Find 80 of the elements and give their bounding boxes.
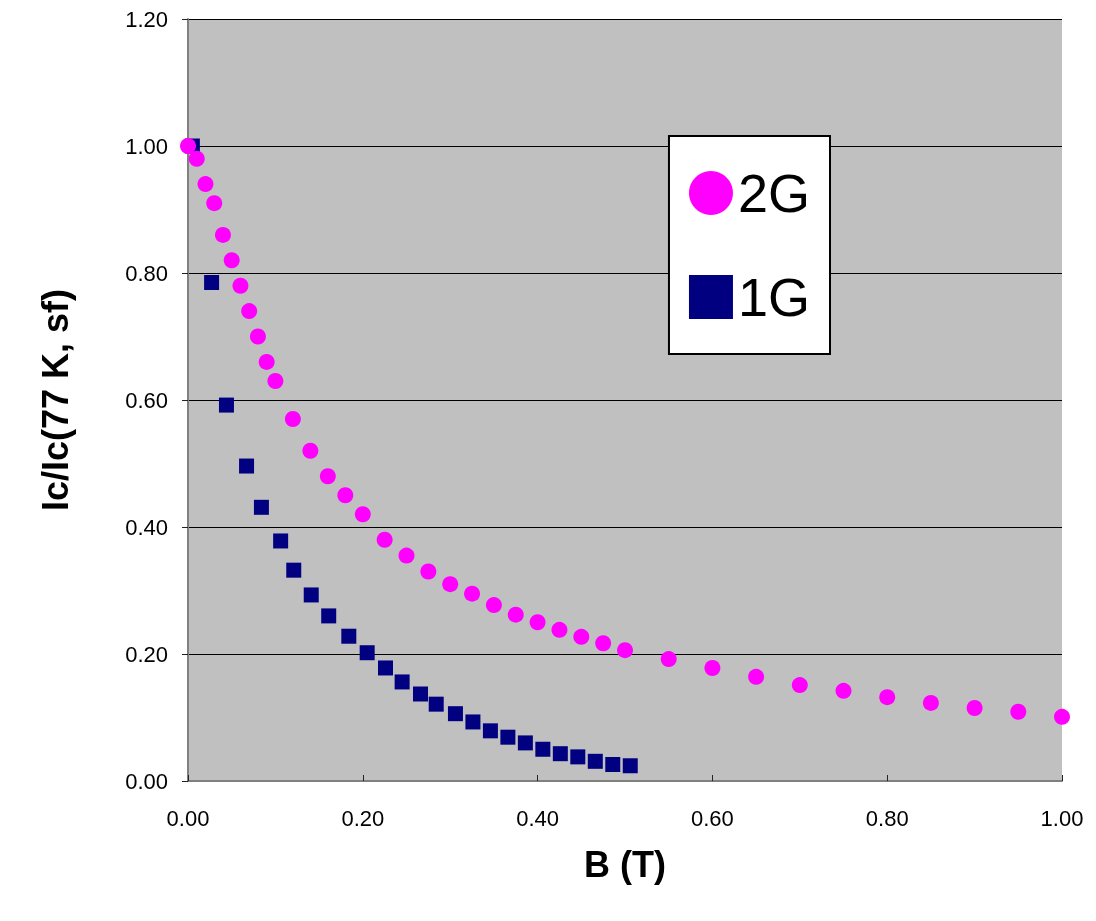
point xyxy=(535,741,551,757)
point xyxy=(354,506,371,523)
point xyxy=(660,651,677,668)
point xyxy=(204,275,220,291)
point xyxy=(188,150,205,167)
point xyxy=(412,686,428,702)
point xyxy=(507,606,524,623)
legend-label: 1G xyxy=(737,267,811,327)
point xyxy=(206,195,223,212)
point xyxy=(337,487,354,504)
point xyxy=(464,585,481,602)
y-tick-label: 1.00 xyxy=(125,133,168,159)
point xyxy=(622,758,638,774)
y-tick-label: 0.80 xyxy=(125,260,168,286)
point xyxy=(482,723,498,739)
point xyxy=(258,353,275,370)
y-tick-label: 1.20 xyxy=(125,6,168,32)
y-tick-label: 0.00 xyxy=(125,768,168,794)
x-axis-title: B (T) xyxy=(584,843,666,885)
point xyxy=(966,699,983,716)
point xyxy=(835,682,852,699)
x-tick-label: 0.00 xyxy=(166,805,210,831)
point xyxy=(223,252,240,269)
legend-label: 2G xyxy=(737,163,811,223)
point xyxy=(922,694,939,711)
point xyxy=(218,397,234,413)
point xyxy=(180,138,196,154)
point xyxy=(321,608,337,624)
point xyxy=(595,635,612,652)
point xyxy=(378,660,394,676)
point xyxy=(286,562,302,578)
point xyxy=(376,531,393,548)
point xyxy=(239,458,255,474)
y-tick-label: 0.40 xyxy=(125,514,168,540)
point xyxy=(319,468,336,485)
point xyxy=(605,756,621,772)
point xyxy=(500,729,516,745)
point xyxy=(573,628,590,645)
point xyxy=(303,587,319,603)
point xyxy=(587,753,603,769)
point xyxy=(253,499,269,515)
point xyxy=(214,226,231,243)
point xyxy=(552,746,568,762)
point xyxy=(394,674,410,690)
point xyxy=(284,411,301,428)
point xyxy=(485,597,502,614)
point xyxy=(879,689,896,706)
point xyxy=(748,668,765,685)
point xyxy=(273,533,289,549)
y-axis-title: Ic/Ic(77 K, sf) xyxy=(34,288,76,512)
point xyxy=(232,277,249,294)
point xyxy=(398,547,415,564)
point xyxy=(442,576,459,593)
point xyxy=(267,372,284,389)
point xyxy=(1054,708,1070,725)
x-tick-label: 0.80 xyxy=(865,805,909,831)
x-tick-label: 0.40 xyxy=(516,805,560,831)
y-tick-label: 0.20 xyxy=(125,641,168,667)
point xyxy=(341,628,357,644)
point xyxy=(617,642,633,659)
y-tick-label: 0.60 xyxy=(125,387,168,413)
point xyxy=(241,303,258,320)
point xyxy=(529,614,546,631)
point xyxy=(704,659,721,676)
x-tick-label: 0.60 xyxy=(690,805,734,831)
point xyxy=(302,442,319,459)
point xyxy=(249,328,266,345)
point xyxy=(517,735,533,751)
point xyxy=(551,621,568,638)
point xyxy=(420,563,437,580)
x-tick-label: 1.00 xyxy=(1040,805,1084,831)
point xyxy=(359,645,375,661)
point xyxy=(447,706,463,722)
point xyxy=(197,176,214,193)
point xyxy=(428,696,444,712)
point xyxy=(570,749,586,765)
x-tick-label: 0.20 xyxy=(341,805,385,831)
point xyxy=(791,677,808,694)
point xyxy=(465,714,481,730)
point xyxy=(1010,703,1027,720)
